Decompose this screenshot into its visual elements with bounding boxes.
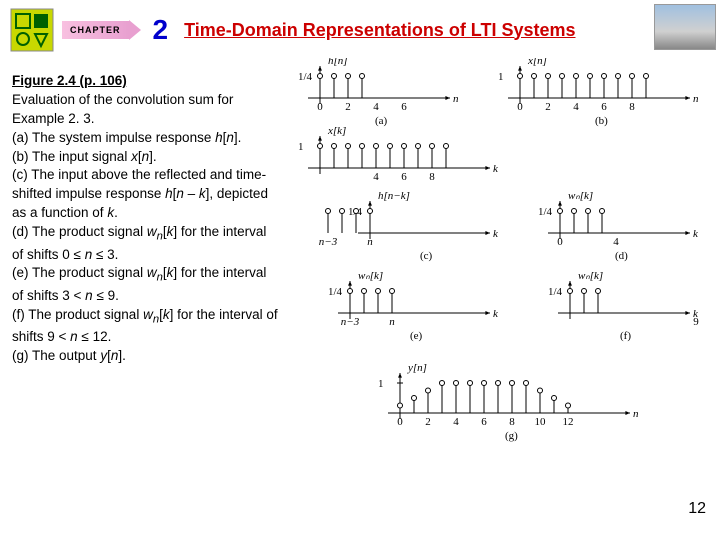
svg-text:1/4: 1/4: [328, 286, 343, 298]
svg-text:0: 0: [517, 101, 523, 113]
plot-f: wₙ[k]k1/49(f): [548, 270, 699, 342]
chapter-number: 2: [153, 14, 169, 46]
figure-title: Figure 2.4 (p. 106): [12, 73, 127, 88]
svg-text:4: 4: [373, 101, 379, 113]
svg-text:1/4: 1/4: [298, 71, 313, 83]
svg-text:4: 4: [573, 101, 579, 113]
svg-text:wₙ[k]: wₙ[k]: [568, 190, 593, 202]
svg-text:k: k: [693, 228, 699, 240]
svg-text:1: 1: [298, 141, 304, 153]
svg-text:k: k: [493, 163, 499, 175]
svg-text:0: 0: [317, 101, 323, 113]
plot-c-top: x[k] k 1 4 6 8: [298, 125, 499, 183]
svg-text:(c): (c): [420, 250, 433, 262]
page-title: Time-Domain Representations of LTI Syste…: [184, 20, 575, 41]
svg-text:wₙ[k]: wₙ[k]: [358, 270, 383, 282]
svg-text:0: 0: [397, 416, 403, 428]
svg-text:(a): (a): [375, 115, 388, 127]
svg-text:0: 0: [557, 236, 563, 248]
svg-text:(g): (g): [505, 430, 518, 442]
svg-text:k: k: [493, 308, 499, 320]
svg-text:6: 6: [401, 101, 407, 113]
svg-text:n−3: n−3: [319, 236, 338, 248]
svg-text:9: 9: [693, 316, 699, 328]
svg-text:2: 2: [425, 416, 431, 428]
diagram-panel: h[n]n1/40246(a) x[n]n102468(b) x[k]k1468…: [290, 58, 710, 498]
svg-text:8: 8: [429, 171, 435, 183]
plot-e: wₙ[k] k 1/4 n−3 n (e): [328, 270, 499, 342]
figure-caption: Figure 2.4 (p. 106) Evaluation of the co…: [12, 72, 280, 366]
svg-text:n: n: [633, 408, 639, 420]
svg-text:h[n]: h[n]: [328, 58, 348, 67]
svg-text:n−3: n−3: [341, 316, 360, 328]
svg-text:k: k: [493, 228, 499, 240]
svg-text:6: 6: [481, 416, 487, 428]
svg-text:1: 1: [378, 378, 384, 390]
svg-text:n: n: [389, 316, 395, 328]
svg-text:x[n]: x[n]: [527, 58, 547, 67]
svg-text:2: 2: [545, 101, 551, 113]
svg-text:x[k]: x[k]: [327, 125, 346, 137]
plot-g: y[n]n1024681012(g): [378, 362, 639, 442]
svg-text:n: n: [693, 93, 699, 105]
chapter-label: CHAPTER: [62, 21, 129, 39]
svg-text:10: 10: [535, 416, 547, 428]
svg-text:8: 8: [509, 416, 515, 428]
svg-text:12: 12: [563, 416, 574, 428]
plot-d: wₙ[k] k 1/4 0 4 (d): [538, 190, 699, 262]
svg-text:y[n]: y[n]: [407, 362, 427, 374]
svg-text:(d): (d): [615, 250, 628, 262]
svg-text:1: 1: [498, 71, 504, 83]
svg-text:1/4: 1/4: [538, 206, 553, 218]
plot-b: x[n] n 1 0 2 4 6 8 (b): [498, 58, 699, 127]
svg-text:(f): (f): [620, 330, 631, 342]
svg-text:n: n: [367, 236, 373, 248]
svg-text:4: 4: [373, 171, 379, 183]
plot-a: h[n] n 1/4 0 2 4 6 (a): [298, 58, 459, 127]
svg-text:1/4: 1/4: [548, 286, 563, 298]
svg-text:h[n−k]: h[n−k]: [378, 190, 410, 202]
figure-body: Evaluation of the convolution sum for Ex…: [12, 92, 278, 363]
corner-photo: [654, 4, 716, 50]
svg-text:2: 2: [345, 101, 351, 113]
page-number: 12: [688, 500, 706, 518]
svg-text:wₙ[k]: wₙ[k]: [578, 270, 603, 282]
svg-text:(e): (e): [410, 330, 423, 342]
svg-text:6: 6: [401, 171, 407, 183]
svg-text:6: 6: [601, 101, 607, 113]
chapter-badge: CHAPTER: [62, 21, 129, 39]
svg-text:n: n: [453, 93, 459, 105]
svg-text:(b): (b): [595, 115, 608, 127]
logo-icon: [10, 8, 54, 52]
svg-text:4: 4: [453, 416, 459, 428]
plot-c-bot: h[n−k]k1/4n−3n(c): [319, 190, 499, 262]
svg-text:4: 4: [613, 236, 619, 248]
svg-text:8: 8: [629, 101, 635, 113]
